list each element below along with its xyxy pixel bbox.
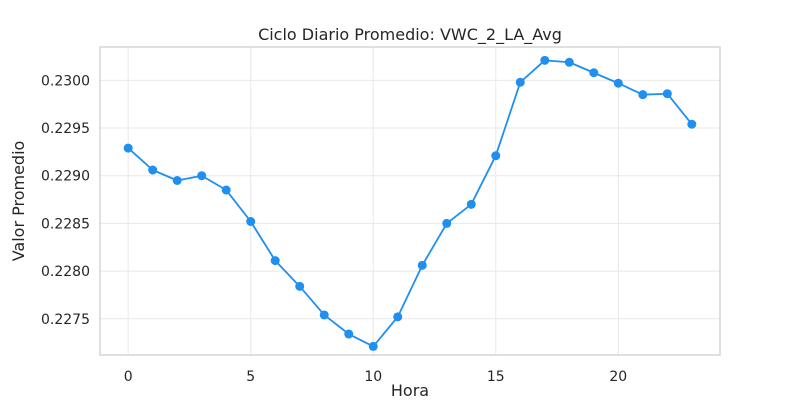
data-point bbox=[393, 312, 403, 322]
x-tick-label: 0 bbox=[124, 369, 133, 385]
data-point bbox=[687, 119, 697, 129]
data-point bbox=[442, 218, 452, 228]
y-tick-label: 0.2280 bbox=[41, 264, 90, 280]
data-point bbox=[319, 310, 329, 320]
y-tick-label: 0.2300 bbox=[41, 73, 90, 89]
data-point bbox=[197, 171, 207, 181]
data-point bbox=[564, 57, 574, 67]
data-point bbox=[491, 151, 501, 161]
y-tick-label: 0.2285 bbox=[41, 216, 90, 232]
data-point bbox=[466, 199, 476, 209]
data-point bbox=[270, 256, 280, 266]
data-point bbox=[515, 77, 525, 87]
y-axis-label: Valor Promedio bbox=[9, 141, 28, 262]
data-point bbox=[344, 329, 354, 339]
series-line bbox=[127, 59, 693, 348]
data-point bbox=[368, 341, 378, 351]
x-tick-label: 10 bbox=[364, 369, 382, 385]
data-point bbox=[123, 143, 133, 153]
x-tick-label: 5 bbox=[246, 369, 255, 385]
tick-labels: 0 5 10 15 20 0.2275 0.2280 0.2285 0.2290 0.2295 0.… bbox=[41, 73, 627, 385]
data-point bbox=[638, 90, 648, 100]
data-point bbox=[613, 78, 623, 88]
x-tick-label: 20 bbox=[609, 369, 627, 385]
data-point bbox=[172, 175, 182, 185]
data-point bbox=[246, 217, 256, 227]
plot-area-frame bbox=[99, 46, 721, 356]
data-point bbox=[221, 185, 231, 195]
data-point bbox=[295, 281, 305, 291]
data-point bbox=[148, 165, 158, 175]
chart-title: Ciclo Diario Promedio: VWC_2_LA_Avg bbox=[258, 25, 562, 45]
data-point bbox=[540, 55, 550, 65]
data-point bbox=[662, 89, 672, 99]
data-point bbox=[589, 68, 599, 78]
y-tick-label: 0.2275 bbox=[41, 312, 90, 328]
grid bbox=[100, 47, 720, 355]
x-axis-label: Hora bbox=[391, 381, 429, 400]
series-layer bbox=[123, 55, 697, 351]
data-point bbox=[417, 260, 427, 270]
x-tick-label: 15 bbox=[487, 369, 505, 385]
y-tick-label: 0.2295 bbox=[41, 121, 90, 137]
y-tick-label: 0.2290 bbox=[41, 169, 90, 185]
